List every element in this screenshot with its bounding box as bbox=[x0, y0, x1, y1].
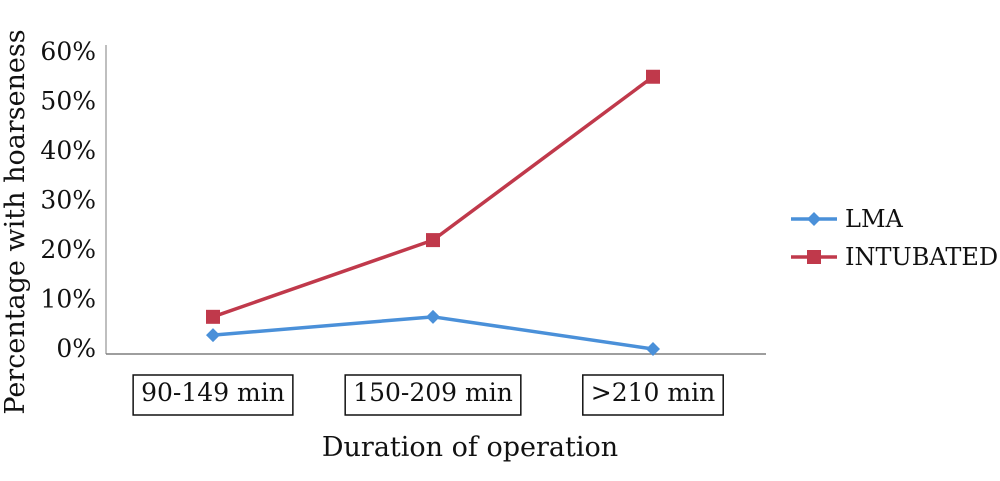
x-axis-categories: 90-149 min 150-209 min >210 min bbox=[132, 374, 724, 416]
y-tick-label: 50% bbox=[40, 87, 96, 116]
y-tick-label: 30% bbox=[40, 186, 96, 215]
data-point-lma bbox=[646, 342, 660, 356]
y-tick-label: 10% bbox=[40, 285, 96, 314]
data-point-intubated bbox=[646, 69, 660, 84]
x-category-text: 90-149 min bbox=[141, 378, 285, 407]
data-point-lma bbox=[206, 328, 220, 343]
x-axis-title: Duration of operation bbox=[322, 432, 618, 463]
x-category-box bbox=[582, 374, 724, 416]
x-category-label: >210 min bbox=[582, 374, 724, 416]
y-tick-label: 60% bbox=[40, 37, 96, 66]
data-point-lma bbox=[426, 309, 440, 324]
x-category-label: 90-149 min bbox=[132, 374, 294, 416]
x-category-text: >210 min bbox=[591, 378, 715, 407]
legend-label: LMA bbox=[845, 205, 904, 233]
y-axis-ticks: 0% 10% 20% 30% 40% 50% 60% bbox=[40, 37, 96, 363]
legend-label: INTUBATED bbox=[845, 243, 998, 271]
data-point-intubated bbox=[206, 309, 220, 324]
legend-marker bbox=[807, 212, 821, 226]
x-category-box bbox=[344, 374, 522, 416]
x-category-label: 150-209 min bbox=[344, 374, 522, 416]
series-lines bbox=[212, 75, 655, 351]
legend-item-intubated: INTUBATED bbox=[791, 243, 998, 271]
x-category-box bbox=[132, 374, 294, 416]
series-markers bbox=[206, 69, 660, 356]
y-tick-label: 0% bbox=[56, 334, 96, 363]
x-category-text: 150-209 min bbox=[353, 378, 513, 407]
data-point-intubated bbox=[426, 233, 440, 248]
legend-marker bbox=[807, 250, 821, 264]
series-line-intubated bbox=[212, 75, 655, 319]
y-axis-title: Percentage with hoarseness bbox=[0, 29, 31, 414]
y-tick-label: 20% bbox=[40, 235, 96, 264]
y-tick-label: 40% bbox=[40, 136, 96, 165]
legend-item-lma: LMA bbox=[791, 205, 904, 233]
legend: LMA INTUBATED bbox=[791, 205, 998, 271]
